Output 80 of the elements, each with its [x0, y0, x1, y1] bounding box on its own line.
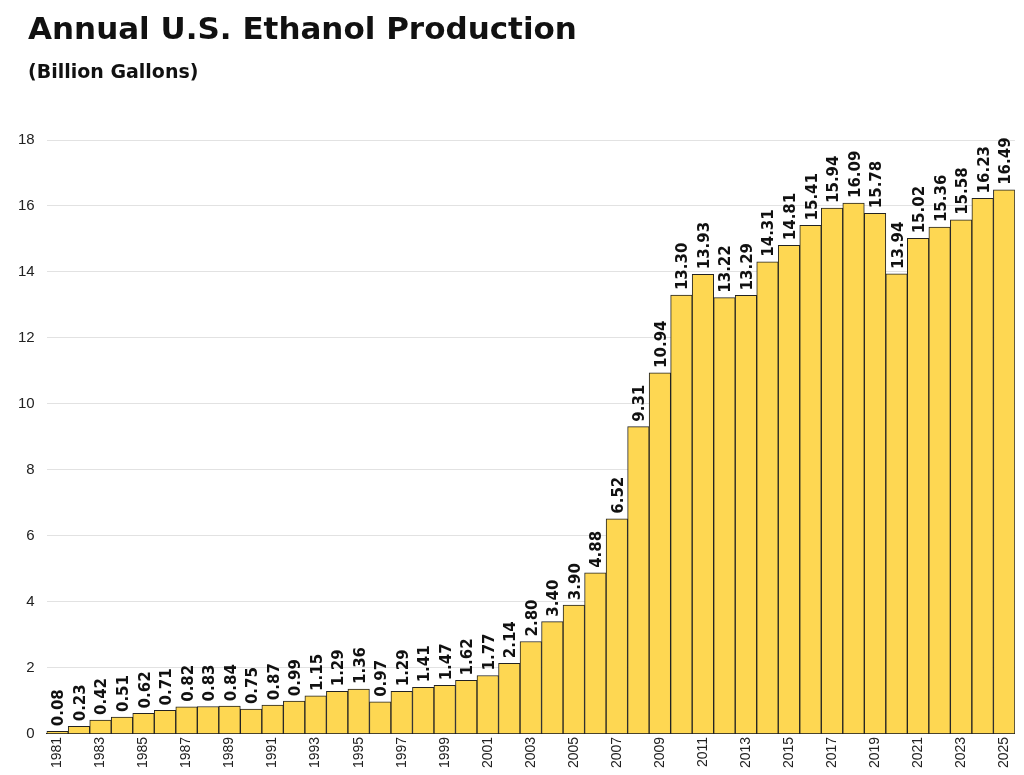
chart-title: Annual U.S. Ethanol Production — [28, 10, 577, 46]
x-tick-label: 2013 — [736, 736, 753, 769]
x-tick-label: 1993 — [306, 736, 323, 769]
data-label: 16.49 — [996, 137, 1015, 185]
x-tick-label: 1999 — [435, 736, 452, 769]
y-tick-label: 2 — [26, 658, 35, 676]
x-tick-label: 1997 — [392, 736, 409, 769]
x-tick-label: 2017 — [822, 736, 839, 769]
x-tick-label: 1985 — [134, 736, 151, 769]
data-label: 1.29 — [329, 649, 348, 687]
data-label: 13.29 — [737, 242, 756, 291]
data-label: 1.77 — [479, 633, 498, 671]
x-tick-label: 2015 — [779, 736, 796, 769]
data-label: 0.83 — [200, 664, 219, 702]
data-label: 1.15 — [307, 653, 326, 691]
x-tick-label: 2021 — [908, 736, 925, 769]
x-tick-label: 1995 — [349, 736, 366, 769]
y-tick-label: 16 — [18, 196, 35, 214]
data-label: 1.47 — [436, 643, 455, 681]
data-label: 9.31 — [630, 384, 649, 422]
x-tick-label: 2019 — [865, 736, 882, 769]
data-label: 15.41 — [802, 173, 821, 221]
data-label: 15.02 — [910, 185, 929, 234]
x-tick-label: 2025 — [995, 736, 1012, 769]
data-label: 1.36 — [350, 646, 369, 684]
y-tick-label: 14 — [18, 262, 35, 280]
data-label: 0.23 — [70, 684, 89, 722]
data-label: 13.22 — [716, 245, 735, 293]
y-tick-label: 6 — [26, 526, 35, 544]
data-label: 15.58 — [953, 167, 972, 215]
x-tick-label: 2001 — [478, 736, 495, 769]
data-label: 16.09 — [845, 150, 864, 199]
x-tick-label: 1983 — [91, 736, 108, 769]
data-label: 0.75 — [243, 667, 262, 705]
y-tick-label: 4 — [26, 592, 35, 610]
x-tick-label: 2009 — [650, 736, 667, 769]
data-label: 0.71 — [157, 668, 176, 706]
x-tick-label: 1981 — [48, 736, 65, 769]
data-label: 2.80 — [522, 599, 541, 637]
data-label: 15.36 — [931, 174, 950, 223]
data-label: 1.29 — [393, 649, 412, 687]
y-tick-label: 8 — [26, 460, 35, 478]
data-label: 16.23 — [974, 145, 993, 194]
x-tick-label: 2005 — [564, 736, 581, 769]
data-label: 13.94 — [888, 221, 907, 269]
data-label: 13.93 — [694, 221, 713, 270]
data-label: 13.30 — [673, 242, 692, 291]
data-label: 4.88 — [587, 530, 606, 568]
data-label: 0.08 — [49, 689, 68, 727]
data-label: 14.81 — [780, 192, 799, 241]
data-label: 6.52 — [608, 476, 627, 514]
data-label: 0.82 — [178, 664, 197, 702]
data-label: 0.51 — [113, 675, 132, 713]
data-label: 2.14 — [501, 621, 520, 659]
data-label: 0.42 — [92, 677, 111, 715]
chart-subtitle: (Billion Gallons) — [28, 60, 199, 82]
data-label: 0.62 — [135, 671, 154, 709]
y-tick-label: 18 — [18, 130, 35, 148]
data-label: 3.90 — [565, 563, 584, 601]
data-label: 0.84 — [221, 664, 240, 702]
x-tick-label: 2007 — [607, 736, 624, 769]
data-label: 0.87 — [264, 663, 283, 701]
data-label: 3.40 — [544, 579, 563, 617]
x-tick-label: 2011 — [693, 736, 710, 767]
data-label: 1.62 — [458, 638, 477, 676]
data-label: 10.94 — [651, 320, 670, 368]
x-tick-label: 1987 — [177, 736, 194, 769]
y-tick-label: 0 — [26, 724, 35, 741]
x-tick-label: 1991 — [263, 736, 280, 769]
data-label: 0.97 — [372, 659, 391, 697]
x-tick-label: 1989 — [220, 736, 237, 769]
x-tick-label: 2023 — [951, 736, 968, 769]
data-label: 15.94 — [824, 155, 843, 203]
data-label: 1.41 — [415, 645, 434, 683]
x-tick-label: 2003 — [521, 736, 538, 769]
y-tick-label: 12 — [18, 328, 35, 346]
y-tick-label: 10 — [18, 394, 35, 412]
data-label: 15.78 — [867, 160, 886, 209]
data-label: 0.99 — [286, 659, 305, 697]
data-label: 14.31 — [759, 209, 778, 257]
